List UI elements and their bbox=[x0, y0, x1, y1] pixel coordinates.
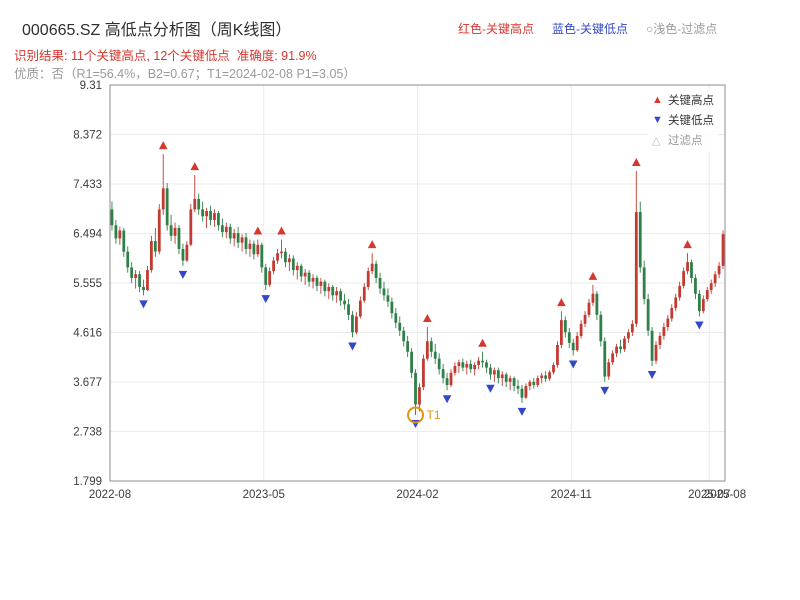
y-tick-label: 7.433 bbox=[73, 179, 102, 191]
plot-legend-key-low-label: 关键低点 bbox=[668, 115, 714, 127]
x-tick-label: 2025-07 bbox=[688, 489, 730, 501]
legend-key-high-label: 红色-关键高点 bbox=[458, 22, 534, 36]
legend-filtered-label: ○浅色-过滤点 bbox=[646, 22, 718, 36]
plot-legend-key-high-label: 关键高点 bbox=[668, 95, 714, 107]
plot-legend: ▲ 关键高点 ▼ 关键低点 △ 过滤点 bbox=[648, 88, 718, 152]
y-tick-label: 3.677 bbox=[73, 377, 102, 389]
t1-marker-circle bbox=[407, 406, 425, 424]
y-tick-label: 2.738 bbox=[73, 426, 102, 438]
legend-key-low-label: 蓝色-关键低点 bbox=[552, 22, 628, 36]
plot-legend-filtered-label: 过滤点 bbox=[668, 135, 703, 147]
y-tick-label: 9.31 bbox=[80, 80, 102, 92]
x-tick-label: 2022-08 bbox=[89, 489, 131, 501]
x-tick-label: 2024-02 bbox=[396, 489, 438, 501]
hollow-triangle-icon: △ bbox=[652, 134, 661, 147]
x-tick-label: 2024-11 bbox=[551, 489, 592, 501]
x-tick-label: 2025-08 bbox=[704, 489, 746, 501]
plot-frame bbox=[109, 84, 726, 482]
candlesticks bbox=[110, 154, 725, 416]
y-tick-label: 5.555 bbox=[73, 278, 102, 290]
y-tick-label: 4.616 bbox=[73, 327, 102, 339]
down-triangle-icon: ▼ bbox=[652, 114, 663, 126]
quality-summary-text: 优质：否（R1=56.4%，B2=0.67；T1=2024-02-08 P1=3… bbox=[14, 67, 356, 81]
plot-legend-row-filtered: △ 过滤点 bbox=[652, 130, 714, 150]
y-tick-label: 8.372 bbox=[73, 129, 102, 141]
plot-legend-row-key-low: ▼ 关键低点 bbox=[652, 110, 714, 130]
x-tick-label: 2023-05 bbox=[243, 489, 285, 501]
header-legend: 红色-关键高点 蓝色-关键低点 ○浅色-过滤点 bbox=[458, 20, 717, 37]
page-title: 000665.SZ 高低点分析图（周K线图） bbox=[22, 22, 292, 39]
y-tick-label: 1.799 bbox=[73, 476, 102, 488]
y-tick-label: 6.494 bbox=[73, 228, 102, 240]
up-triangle-icon: ▲ bbox=[652, 94, 663, 106]
recognition-result-text: 识别结果: 11个关键高点, 12个关键低点 准确度: 91.9% bbox=[14, 49, 317, 63]
t1-label: T1 bbox=[427, 408, 441, 422]
plot-legend-row-key-high: ▲ 关键高点 bbox=[652, 90, 714, 110]
